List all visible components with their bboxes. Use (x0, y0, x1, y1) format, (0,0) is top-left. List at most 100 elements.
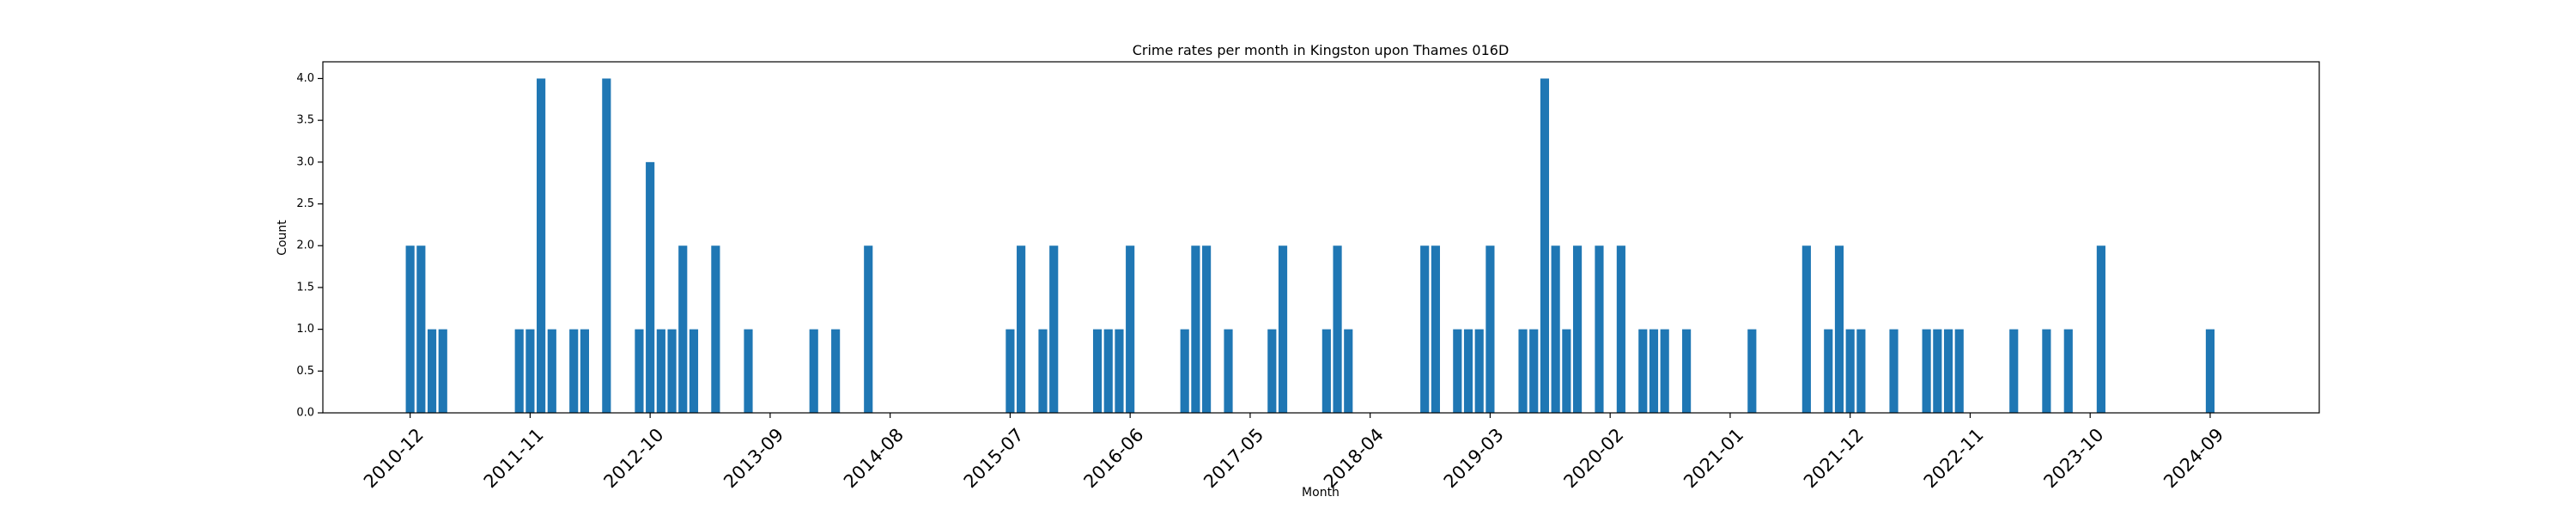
bar-2010-12 (405, 245, 415, 413)
x-tick-label: 2014-08 (840, 424, 908, 492)
y-tick-label: 2.0 (296, 239, 314, 252)
bar-2012-04 (580, 329, 589, 413)
bar-2022-08 (1933, 329, 1942, 413)
bar-2016-03 (1092, 329, 1103, 413)
bar-2020-01 (1595, 245, 1604, 413)
bar-2021-10 (1824, 329, 1833, 413)
bar-2019-10 (1562, 329, 1571, 413)
y-tick-label: 1.0 (296, 323, 314, 336)
bar-2012-10 (646, 161, 655, 414)
bar-2016-04 (1103, 329, 1113, 413)
bar-2022-09 (1943, 329, 1953, 413)
bar-2019-03 (1485, 245, 1495, 413)
bar-2023-11 (2096, 245, 2105, 413)
plot-frame (322, 61, 2320, 414)
bar-2016-12 (1191, 245, 1200, 413)
y-tick-label: 2.5 (296, 197, 314, 210)
y-axis: 0.0 0.5 1.0 1.5 2.0 2.5 3.0 3.5 4.0 (296, 72, 323, 420)
bar-2020-07 (1660, 329, 1669, 413)
bar-2017-08 (1278, 245, 1288, 413)
bar-2012-09 (635, 329, 644, 413)
bars-group (405, 78, 2215, 414)
x-tick-label: 2013-09 (720, 424, 787, 492)
bar-2015-08 (1017, 245, 1026, 413)
y-tick-label: 3.0 (296, 155, 314, 168)
bar-2019-08 (1540, 78, 1550, 413)
bar-2019-02 (1474, 329, 1484, 413)
bar-2018-01 (1333, 245, 1342, 413)
bar-2011-02 (427, 329, 437, 413)
bar-2017-01 (1202, 245, 1212, 413)
bar-2020-05 (1638, 329, 1648, 413)
bar-2015-10 (1038, 329, 1048, 413)
x-tick-label: 2019-03 (1440, 424, 1508, 492)
bar-2011-10 (514, 329, 524, 413)
bar-2017-03 (1224, 329, 1233, 413)
bar-2013-07 (744, 329, 753, 413)
x-tick-label: 2010-12 (360, 424, 428, 492)
x-tick-label: 2020-02 (1559, 424, 1627, 492)
x-tick-label: 2017-05 (1200, 424, 1267, 492)
bar-2011-11 (526, 329, 535, 413)
bar-2018-10 (1431, 245, 1440, 413)
x-tick-label: 2023-10 (2039, 424, 2107, 492)
x-tick-label: 2021-12 (1800, 424, 1868, 492)
bar-2022-07 (1922, 329, 1931, 413)
bar-2021-03 (1747, 329, 1757, 413)
bar-2023-08 (2063, 329, 2073, 413)
bar-2022-01 (1856, 329, 1866, 413)
y-tick-label: 0.0 (296, 407, 314, 420)
bar-2016-05 (1115, 329, 1124, 413)
x-tick-label: 2012-10 (599, 424, 667, 492)
x-tick-label: 2022-11 (1920, 424, 1988, 492)
bar-2018-12 (1453, 329, 1462, 413)
bar-2016-11 (1180, 329, 1189, 413)
bar-2020-09 (1682, 329, 1692, 413)
bar-2023-03 (2009, 329, 2019, 413)
bar-2022-10 (1954, 329, 1964, 413)
bar-2014-06 (864, 245, 873, 413)
bar-2021-08 (1801, 245, 1811, 413)
bar-2018-02 (1344, 329, 1353, 413)
bar-2019-11 (1572, 245, 1583, 413)
y-axis-label: Count (276, 220, 289, 256)
bar-2019-06 (1518, 329, 1528, 413)
y-tick-label: 3.5 (296, 114, 314, 127)
bar-2013-04 (711, 245, 720, 413)
x-tick-label: 2016-06 (1079, 424, 1147, 492)
y-tick-label: 0.5 (296, 365, 314, 378)
bar-2019-09 (1551, 245, 1560, 413)
x-axis: 2010-12 2011-11 2012-10 2013-09 2014-08 2015-… (360, 413, 2227, 492)
bar-2015-07 (1005, 329, 1015, 413)
bar-2024-09 (2205, 329, 2215, 413)
bar-2012-11 (656, 329, 665, 413)
bar-2019-01 (1463, 329, 1473, 413)
bar-2020-03 (1616, 245, 1625, 413)
bar-2021-12 (1845, 329, 1855, 413)
bar-2012-01 (547, 329, 556, 413)
y-tick-label: 1.5 (296, 281, 314, 294)
x-tick-label: 2018-04 (1320, 424, 1388, 492)
chart-title: Crime rates per month in Kingston upon T… (1133, 42, 1510, 58)
x-tick-label: 2024-09 (2160, 424, 2227, 492)
x-axis-label: Month (1302, 486, 1340, 500)
bar-2018-09 (1420, 245, 1430, 413)
bar-2013-02 (689, 329, 699, 413)
y-tick-label: 4.0 (296, 72, 314, 85)
bar-2012-12 (667, 329, 677, 413)
x-tick-label: 2015-07 (960, 424, 1028, 492)
bar-2021-11 (1834, 245, 1844, 413)
bar-2022-04 (1889, 329, 1899, 413)
x-tick-label: 2011-11 (480, 424, 548, 492)
bar-2015-11 (1049, 245, 1059, 413)
bar-2017-12 (1321, 329, 1331, 413)
bar-2016-06 (1126, 245, 1135, 413)
bar-2012-03 (569, 329, 579, 413)
bar-2014-01 (809, 329, 818, 413)
bar-2020-06 (1649, 329, 1659, 413)
bar-2013-01 (678, 245, 688, 413)
bar-2014-03 (831, 329, 841, 413)
bar-2011-12 (537, 78, 546, 413)
